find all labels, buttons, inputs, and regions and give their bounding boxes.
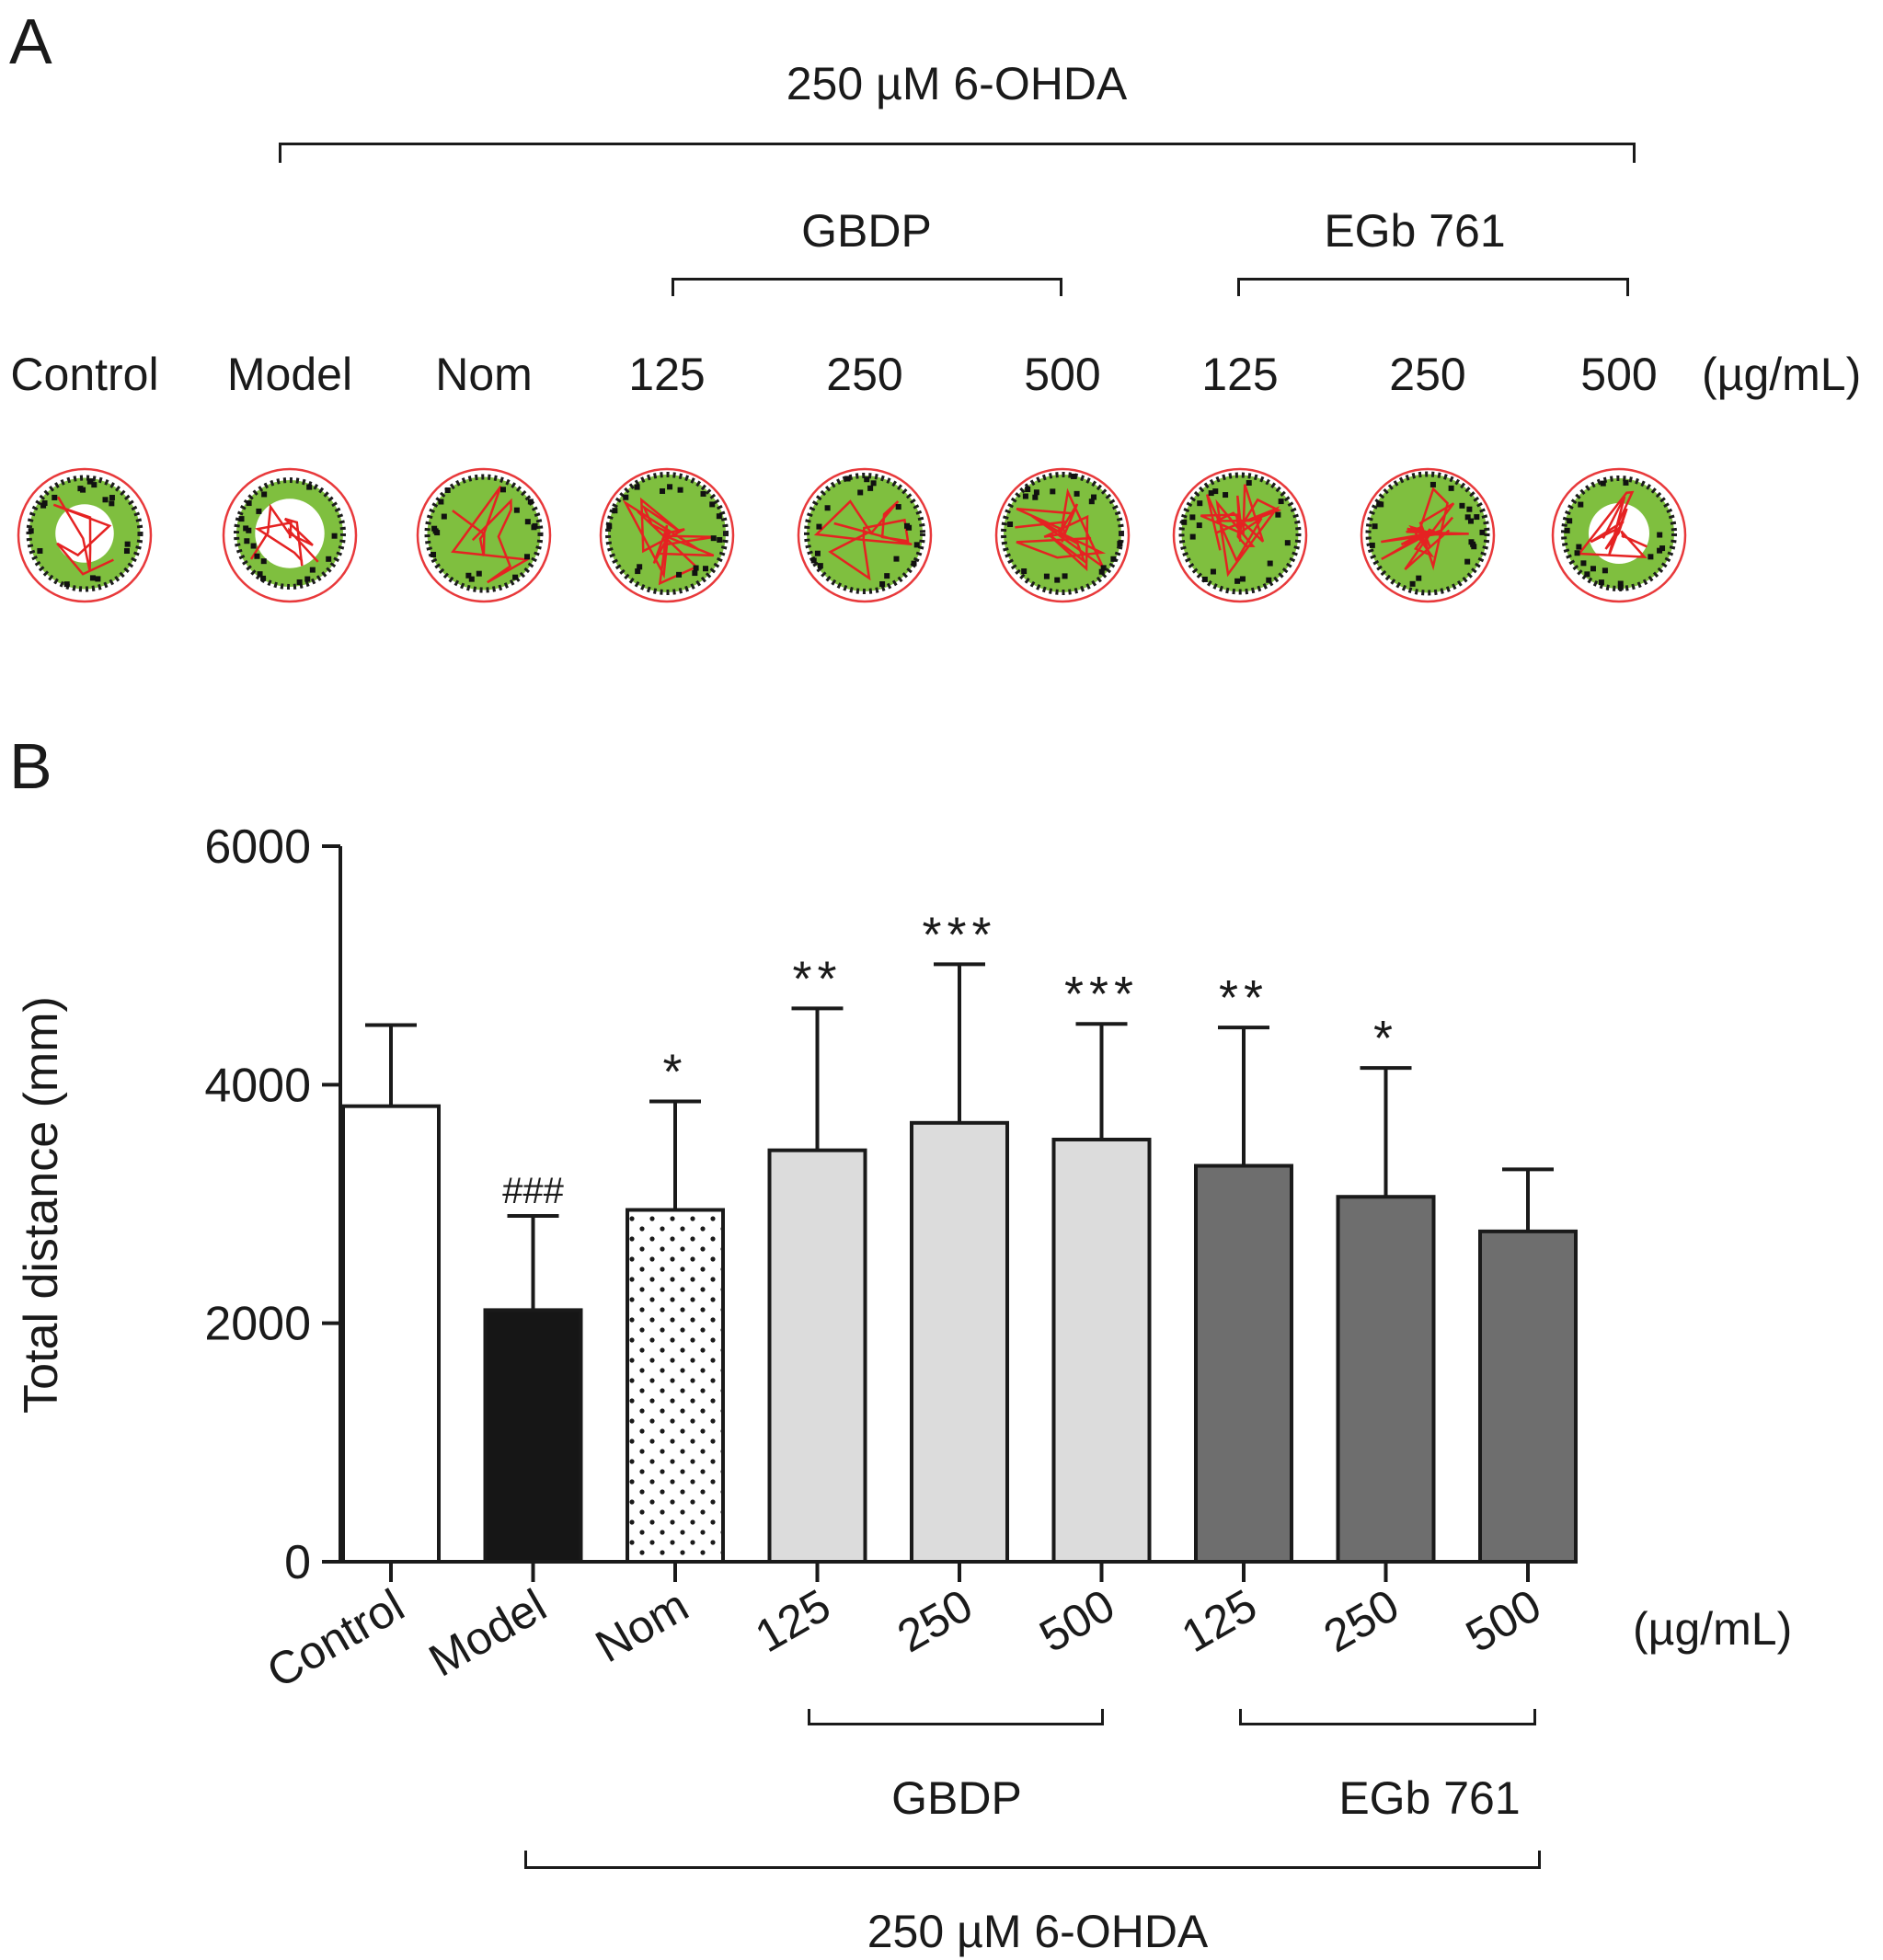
panel-b-treatment-label: 250 µM 6-OHDA xyxy=(867,1906,1209,1957)
panel-b-treatment-bracket xyxy=(524,1851,1541,1869)
panel-b-group1-bracket xyxy=(808,1709,1104,1725)
panel-b-group1-label: GBDP xyxy=(891,1772,1022,1824)
bars xyxy=(341,1104,1578,1565)
column-label: 500 xyxy=(1580,349,1658,400)
panel-a-group1-label: GBDP xyxy=(801,205,932,257)
x-category-label: 125 xyxy=(747,1579,839,1662)
track-thumbnail xyxy=(1360,467,1496,603)
y-axis-label: Total distance (mm) xyxy=(15,996,68,1414)
y-axis-ticks: 0 2000 4000 6000 xyxy=(204,820,340,1589)
column-label: 500 xyxy=(1024,349,1101,400)
track-thumbnail xyxy=(416,467,552,603)
panel-a-treatment-label: 250 µM 6-OHDA xyxy=(786,58,1128,109)
significance-label: *** xyxy=(922,907,996,962)
significance-annotations: ###********* *** xyxy=(502,907,1398,1211)
panel-a-treatment-bracket xyxy=(279,143,1636,163)
column-label: Model xyxy=(226,349,353,400)
x-category-label: 125 xyxy=(1173,1579,1265,1662)
x-category-label: Model xyxy=(420,1579,555,1687)
panel-a-group2-bracket xyxy=(1237,278,1629,296)
panel-a-group2-label: EGb 761 xyxy=(1324,205,1506,257)
column-label: 250 xyxy=(1389,349,1466,400)
panel-a-group1-bracket xyxy=(672,278,1062,296)
track-thumbnail xyxy=(994,467,1131,603)
x-category-label: Control xyxy=(258,1579,413,1698)
bar xyxy=(910,1120,1009,1564)
significance-label: ** xyxy=(1219,970,1269,1026)
bar xyxy=(1336,1195,1436,1564)
panel-b-group2-bracket xyxy=(1239,1709,1536,1725)
panel-b-letter: B xyxy=(9,730,52,802)
bar xyxy=(767,1148,867,1565)
track-thumbnail xyxy=(1551,467,1687,603)
column-label: 125 xyxy=(1201,349,1279,400)
x-category-label: Nom xyxy=(587,1579,696,1672)
significance-label: * xyxy=(662,1044,687,1099)
column-label: 125 xyxy=(628,349,706,400)
y-tick-label: 2000 xyxy=(204,1298,311,1351)
track-thumbnail xyxy=(17,467,153,603)
x-axis-category-labels: Control Model Nom 125 250 500 125 250 500 xyxy=(258,1562,1550,1698)
x-category-label: 500 xyxy=(1457,1579,1549,1662)
track-thumbnail xyxy=(1172,467,1308,603)
column-label: Control xyxy=(10,349,159,400)
panel-a-track-images xyxy=(17,467,1687,603)
column-label: Nom xyxy=(435,349,533,400)
bar xyxy=(341,1104,441,1564)
significance-label: *** xyxy=(1064,967,1139,1022)
bar xyxy=(1478,1229,1578,1565)
y-tick-label: 6000 xyxy=(204,820,311,874)
track-thumbnail xyxy=(599,467,735,603)
bar xyxy=(1051,1137,1152,1564)
panel-a-unit: (µg/mL) xyxy=(1702,349,1862,400)
significance-label: ** xyxy=(792,951,842,1006)
error-bars xyxy=(365,962,1554,1311)
x-category-label: 250 xyxy=(1315,1579,1407,1662)
y-tick-label: 4000 xyxy=(204,1059,311,1112)
track-thumbnail xyxy=(797,467,933,603)
significance-label: * xyxy=(1373,1011,1398,1066)
bar xyxy=(1194,1163,1293,1565)
panel-b-group2-label: EGb 761 xyxy=(1338,1772,1521,1824)
x-category-label: 500 xyxy=(1031,1579,1123,1662)
panel-b-unit: (µg/mL) xyxy=(1633,1603,1793,1655)
track-thumbnail xyxy=(222,467,358,603)
bar xyxy=(626,1208,725,1564)
y-tick-label: 0 xyxy=(284,1536,311,1589)
column-label: 250 xyxy=(826,349,903,400)
bar xyxy=(483,1308,583,1564)
significance-label: ### xyxy=(502,1171,564,1211)
x-category-label: 250 xyxy=(889,1579,981,1662)
panel-a-letter: A xyxy=(9,6,52,77)
